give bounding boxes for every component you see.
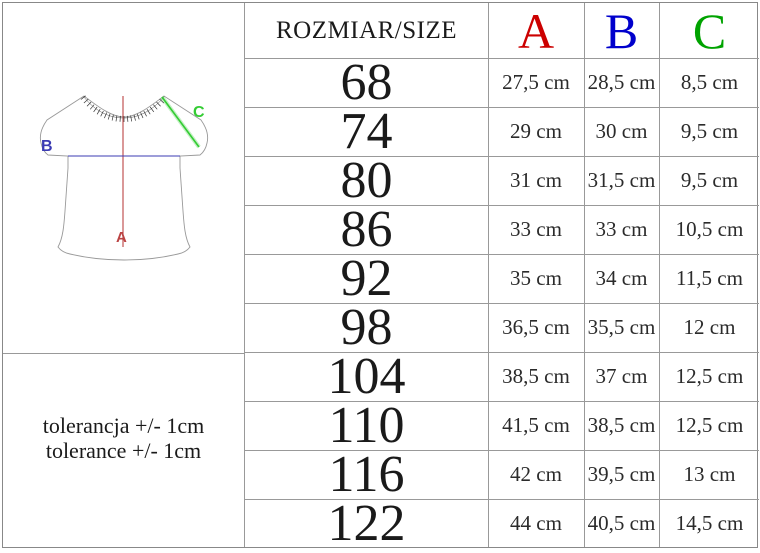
svg-text:B: B xyxy=(41,138,53,155)
svg-text:C: C xyxy=(193,104,205,121)
svg-text:A: A xyxy=(116,229,127,246)
